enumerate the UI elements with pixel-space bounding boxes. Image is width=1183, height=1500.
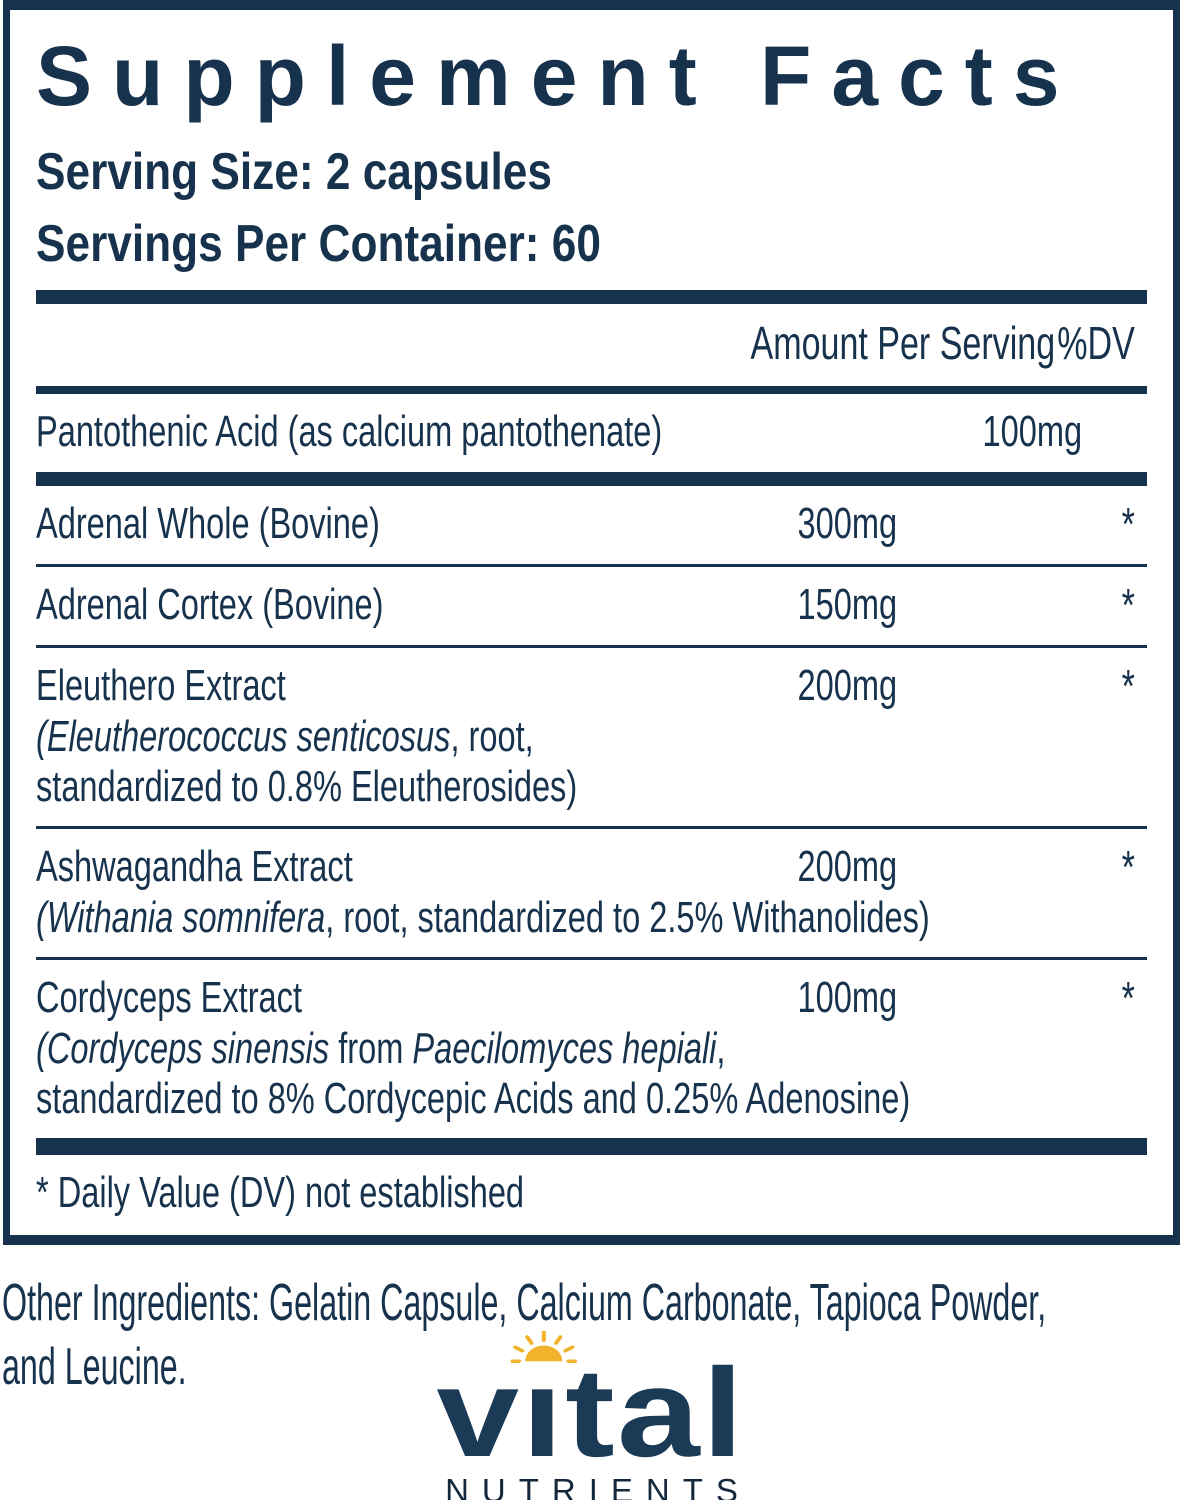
logo-letter-v: v [436, 1342, 522, 1483]
vital-nutrients-logo: v ıtal NUTRIENTS [0, 1330, 1183, 1500]
ingredient-dv: * [1121, 660, 1135, 712]
ingredient-amount: 200mg [797, 842, 897, 891]
ingredient-detail-line: (Withania somnifera, root, standardized … [36, 893, 930, 942]
table-row-pantothenic-acid: Pantothenic Acid (as calcium pantothenat… [36, 394, 1147, 472]
table-row-adrenal-whole: Adrenal Whole (Bovine) 300mg * [36, 486, 1147, 564]
ingredient-amount: 100mg [982, 407, 1083, 456]
logo-letters-tal: tal [565, 1342, 747, 1483]
thick-rule-top [36, 290, 1147, 304]
ingredient-name: Cordyceps Extract [36, 973, 303, 1022]
row-divider [36, 645, 1147, 648]
ingredient-amount: 300mg [797, 499, 897, 548]
panel-title: Supplement Facts [36, 29, 1080, 123]
ingredient-detail-line: standardized to 8% Cordycepic Acids and … [36, 1074, 911, 1123]
thick-rule-mid [36, 472, 1147, 486]
other-ingredients-line2: and Leucine. [2, 1338, 187, 1396]
other-ingredients-line1: Other Ingredients: Gelatin Capsule, Calc… [2, 1274, 1047, 1332]
thick-rule-bottom [36, 1138, 1147, 1155]
table-row-adrenal-cortex: Adrenal Cortex (Bovine) 150mg * [36, 567, 1147, 645]
table-row-ashwagandha: Ashwagandha Extract 200mg * (Withania so… [36, 829, 1147, 957]
row-divider [36, 564, 1147, 567]
ingredient-name: Eleuthero Extract [36, 661, 286, 710]
servings-per-container-line: Servings Per Container: 60 [36, 215, 601, 273]
table-row-eleuthero: Eleuthero Extract 200mg * (Eleutherococc… [36, 648, 1147, 826]
logo-wordmark: v ıtal [437, 1330, 746, 1476]
ingredient-name: Ashwagandha Extract [36, 842, 353, 891]
ingredient-detail-line: (Cordyceps sinensis from Paecilomyces he… [36, 1024, 726, 1073]
ingredient-detail-line: standardized to 0.8% Eleutherosides) [36, 762, 578, 811]
logo-letter-i: ı [510, 1330, 577, 1476]
ingredient-dv: * [1121, 972, 1135, 1024]
table-row-cordyceps: Cordyceps Extract 100mg * (Cordyceps sin… [36, 960, 1147, 1138]
percent-dv-header: %DV [1057, 317, 1135, 369]
ingredient-detail-line: (Eleutherococcus senticosus, root, [36, 712, 534, 761]
table-header-spacer [36, 316, 697, 370]
ingredient-dv: * [1121, 498, 1135, 550]
medium-rule-below-header [36, 386, 1147, 394]
serving-info: Serving Size: 2 capsules Servings Per Co… [36, 136, 1147, 280]
other-ingredients: Other Ingredients: Gelatin Capsule, Calc… [2, 1271, 1179, 1399]
ingredient-dv: * [1121, 579, 1135, 631]
supplement-facts-panel: Supplement Facts Serving Size: 2 capsule… [3, 0, 1180, 1245]
sun-icon [510, 1330, 577, 1363]
ingredient-amount: 200mg [797, 661, 897, 710]
ingredient-name: Adrenal Whole (Bovine) [36, 499, 380, 548]
table-header-row: Amount Per Serving %DV [36, 304, 1147, 386]
serving-size-line: Serving Size: 2 capsules [36, 143, 552, 201]
daily-value-footnote: * Daily Value (DV) not established [36, 1168, 525, 1217]
ingredient-name: Pantothenic Acid (as calcium pantothenat… [36, 407, 663, 456]
logo-subtext: NUTRIENTS [445, 1472, 751, 1500]
row-divider [36, 957, 1147, 960]
ingredient-name: Adrenal Cortex (Bovine) [36, 580, 384, 629]
ingredient-amount: 150mg [797, 580, 897, 629]
ingredient-amount: 100mg [797, 973, 897, 1022]
row-divider [36, 826, 1147, 829]
ingredient-dv: * [1121, 841, 1135, 893]
amount-per-serving-header: Amount Per Serving [750, 317, 1056, 369]
